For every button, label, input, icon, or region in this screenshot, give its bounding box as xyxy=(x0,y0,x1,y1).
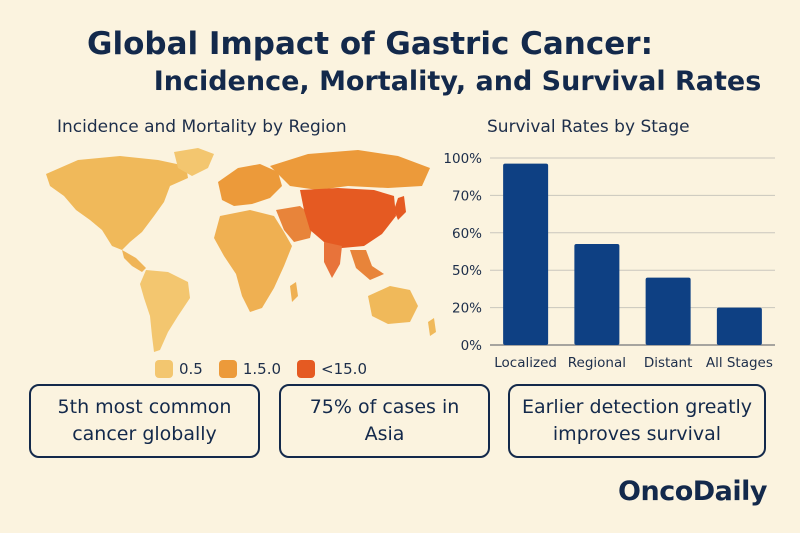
x-tick-label: Regional xyxy=(568,355,626,371)
y-tick-label: 0% xyxy=(461,338,483,354)
legend-label-high: <15.0 xyxy=(321,360,367,378)
bar-localized xyxy=(503,163,549,345)
x-tick-label: Localized xyxy=(494,355,557,371)
y-tick-label: 60% xyxy=(452,226,482,242)
y-tick-label: 50% xyxy=(452,263,482,279)
legend-item-low: 0.5 xyxy=(155,360,203,378)
map-title: Incidence and Mortality by Region xyxy=(57,117,347,137)
page-title-line-2: Incidence, Mortality, and Survival Rates xyxy=(153,66,762,97)
x-tick-label: All Stages xyxy=(706,355,773,371)
map-north-america xyxy=(46,156,188,250)
y-tick-label: 20% xyxy=(452,301,482,317)
legend-label-low: 0.5 xyxy=(179,360,203,378)
chart-title: Survival Rates by Stage xyxy=(487,117,690,137)
legend-label-mid: 1.5.0 xyxy=(242,360,282,378)
map-madagascar xyxy=(290,282,298,302)
y-tick-label: 100% xyxy=(443,151,482,167)
legend-swatch-high xyxy=(297,360,316,378)
fact-card-rank: 5th most common cancer globally xyxy=(29,384,260,458)
world-map-graphic xyxy=(46,148,436,352)
map-north-asia xyxy=(270,150,430,190)
map-legend: 0.5 1.5.0 <15.0 xyxy=(155,358,383,380)
map-australia xyxy=(368,286,418,324)
legend-swatch-mid xyxy=(218,360,237,378)
map-central-america xyxy=(122,250,146,272)
map-southeast-asia xyxy=(350,250,384,280)
fact-card-asia: 75% of cases in Asia xyxy=(279,384,490,458)
legend-item-mid: 1.5.0 xyxy=(218,360,282,378)
survival-bar-chart: 0% 20% 50% 60% 70% 100% Localized Regional Dista… xyxy=(443,151,775,371)
map-japan xyxy=(394,196,406,220)
legend-swatch-low xyxy=(155,360,173,378)
legend-item-high: <15.0 xyxy=(297,360,367,378)
x-tick-label: Distant xyxy=(644,355,693,371)
map-south-america xyxy=(140,270,190,352)
world-map xyxy=(38,146,443,358)
map-europe xyxy=(218,164,282,206)
map-india xyxy=(324,242,342,278)
map-greenland xyxy=(174,148,214,176)
fact-card-detection: Earlier detection greatly improves survi… xyxy=(508,384,766,458)
bar-all-stages xyxy=(716,307,762,345)
map-new-zealand xyxy=(428,318,436,336)
y-tick-label: 70% xyxy=(452,188,482,204)
map-africa xyxy=(214,210,292,312)
map-middle-east xyxy=(276,206,314,242)
map-east-asia xyxy=(300,188,396,248)
bar-regional xyxy=(574,244,620,345)
brand-logo-text: OncoDaily xyxy=(618,476,767,507)
page-title-line-1: Global Impact of Gastric Cancer: xyxy=(87,26,653,62)
bar-distant xyxy=(645,277,691,345)
